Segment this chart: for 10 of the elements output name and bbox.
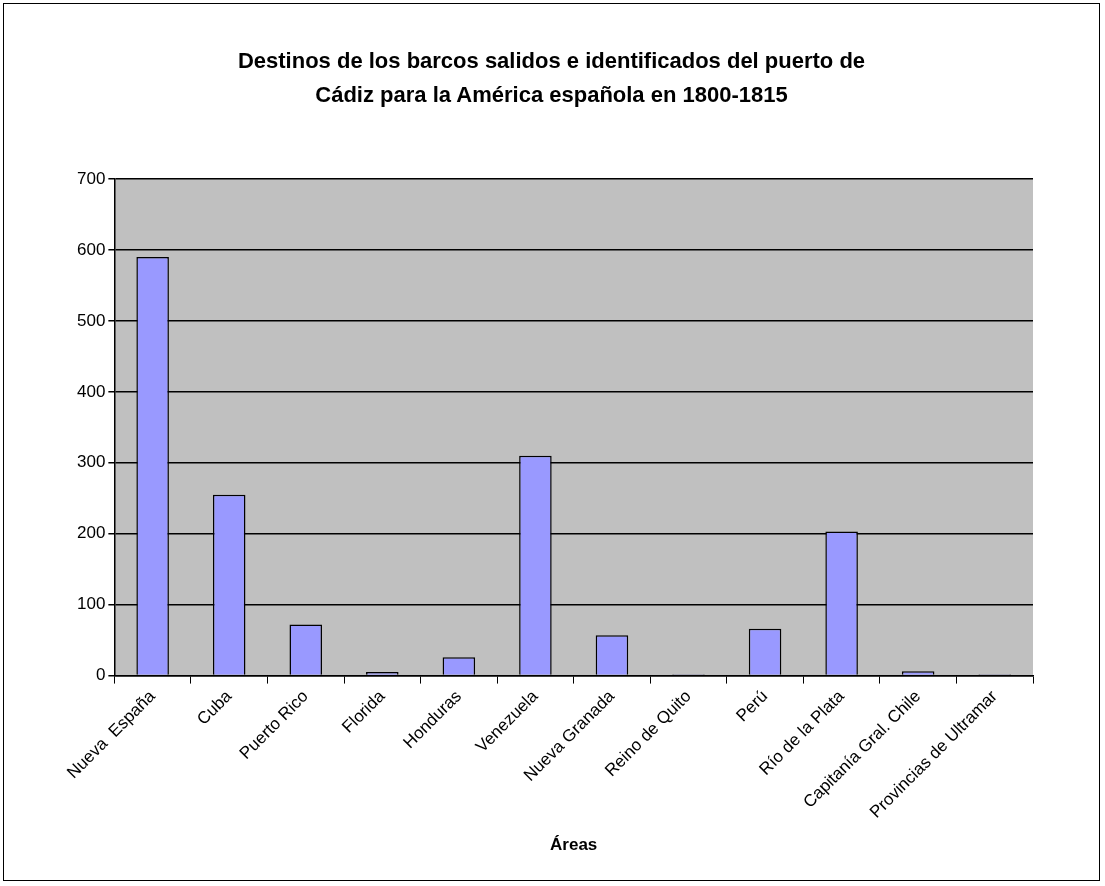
x-axis-title: Áreas <box>550 835 598 855</box>
chart-title: Destinos de los barcos salidos e identificados del puerto de Cádiz para la América española en 1800-1815 <box>236 47 867 109</box>
y-tick-label: 700 <box>76 168 106 188</box>
y-tick-label: 300 <box>76 452 106 472</box>
y-tick-label: 500 <box>76 310 106 330</box>
y-tick-label: 600 <box>76 239 106 259</box>
y-tick-label: 200 <box>76 523 106 543</box>
y-tick-label: 0 <box>95 665 106 685</box>
y-tick-label: 100 <box>76 594 106 614</box>
y-tick-label: 400 <box>76 381 106 401</box>
